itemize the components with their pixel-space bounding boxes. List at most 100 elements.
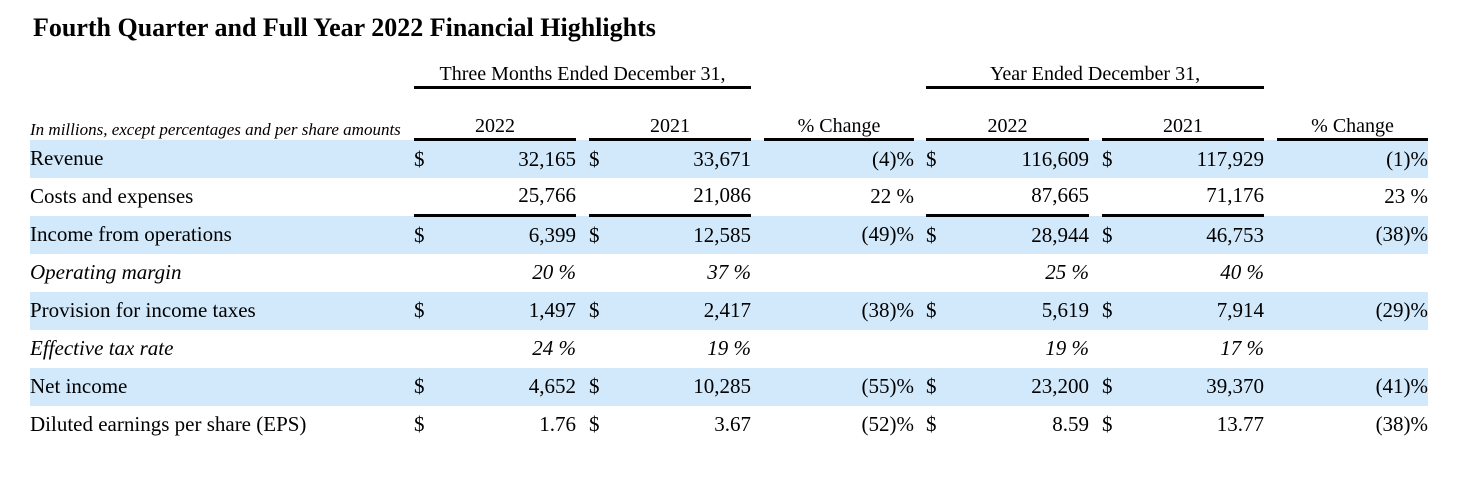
row-label: Diluted earnings per share (EPS) xyxy=(30,412,307,437)
spacer-cell xyxy=(751,54,764,88)
value-cell-q-2021: 12,585 xyxy=(693,222,751,247)
spacer-cell xyxy=(751,178,764,216)
value-cell-y-2021: 13.77 xyxy=(1216,412,1265,437)
currency-symbol: $ xyxy=(414,222,425,247)
spacer-cell xyxy=(1264,178,1277,216)
currency-symbol xyxy=(589,254,619,292)
pct-change-cell-q: (38)% xyxy=(861,298,914,323)
row-label: Provision for income taxes xyxy=(30,298,256,323)
currency-symbol xyxy=(926,330,956,368)
table-row: Income from operations $ 6,399 $ 12,585 … xyxy=(30,215,1429,254)
spacer-cell xyxy=(576,406,589,444)
spacer-cell xyxy=(1264,330,1277,368)
spacer-cell xyxy=(1264,88,1277,140)
spacer-cell xyxy=(1264,292,1277,330)
currency-symbol: $ xyxy=(1102,222,1113,247)
table-row: Revenue $ 32,165 $ 33,671 (4)% $ 116,609… xyxy=(30,139,1429,178)
pct-change-cell-q: (49)% xyxy=(861,222,914,247)
pct-change-cell-y: (38)% xyxy=(1375,412,1429,437)
spacer-cell xyxy=(1089,178,1102,216)
pct-change-cell-q: 22 % xyxy=(870,184,914,209)
col-header-q-2021: 2021 xyxy=(589,87,751,142)
row-label: Effective tax rate xyxy=(30,336,174,361)
value-cell-y-2022: 28,944 xyxy=(1031,222,1089,247)
spacer-cell xyxy=(764,54,914,88)
table-row: Effective tax rate 24 % 19 % 19 % 17 % xyxy=(30,330,1428,368)
spacer-cell xyxy=(576,330,589,368)
currency-symbol xyxy=(414,177,444,218)
currency-symbol xyxy=(1102,254,1132,292)
value-cell-q-2021: 33,671 xyxy=(693,146,751,171)
row-label: Revenue xyxy=(30,146,104,171)
value-cell-y-2022: 5,619 xyxy=(1041,298,1089,323)
pct-change-cell-y: 23 % xyxy=(1384,184,1429,209)
spacer-cell xyxy=(751,406,764,444)
group-header-row: Three Months Ended December 31, Year End… xyxy=(30,53,1428,90)
value-cell-y-2021: 39,370 xyxy=(1206,374,1265,399)
table-row: Operating margin 20 % 37 % 25 % 40 % xyxy=(30,254,1428,292)
spacer-cell xyxy=(1089,368,1102,406)
group-header-three-months: Three Months Ended December 31, xyxy=(414,53,751,90)
page-title: Fourth Quarter and Full Year 2022 Financ… xyxy=(33,13,656,42)
value-cell-q-2021: 21,086 xyxy=(619,177,751,218)
spacer-cell xyxy=(1264,254,1277,292)
currency-symbol xyxy=(1102,330,1132,368)
col-header-y-2022: 2022 xyxy=(926,87,1089,142)
value-cell-y-2022: 19 % xyxy=(1045,336,1089,361)
col-header-y-2021: 2021 xyxy=(1102,87,1265,142)
spacer-cell xyxy=(1089,140,1102,178)
spacer-cell xyxy=(576,178,589,216)
currency-symbol: $ xyxy=(926,412,937,437)
currency-symbol: $ xyxy=(926,146,937,171)
pct-change-cell-y: (1)% xyxy=(1386,146,1429,171)
value-cell-q-2021: 19 % xyxy=(707,336,751,361)
group-header-year-ended: Year Ended December 31, xyxy=(926,53,1265,90)
spacer-cell xyxy=(1264,368,1277,406)
spacer-cell xyxy=(576,88,589,140)
currency-symbol xyxy=(414,330,444,368)
spacer-cell xyxy=(1264,54,1277,88)
spacer-cell xyxy=(914,254,926,292)
spacer-cell xyxy=(576,216,589,254)
spacer-cell xyxy=(751,140,764,178)
value-cell-q-2022: 25,766 xyxy=(444,177,576,218)
currency-symbol: $ xyxy=(414,298,425,323)
pct-change-cell-q xyxy=(764,330,914,368)
spacer-cell xyxy=(1277,54,1428,88)
value-cell-q-2022: 20 % xyxy=(532,260,576,285)
value-cell-y-2021: 71,176 xyxy=(1132,177,1265,218)
units-note: In millions, except percentages and per … xyxy=(30,88,414,140)
spacer-cell xyxy=(1264,216,1277,254)
spacer-cell xyxy=(1089,292,1102,330)
value-cell-q-2021: 37 % xyxy=(707,260,751,285)
spacer-cell xyxy=(914,292,926,330)
value-cell-y-2022: 8.59 xyxy=(1052,412,1089,437)
value-cell-y-2022: 116,609 xyxy=(1021,146,1089,171)
pct-change-cell-y xyxy=(1277,254,1428,292)
pct-change-cell-y: (29)% xyxy=(1375,298,1429,323)
spacer-cell xyxy=(914,368,926,406)
financial-highlights-table: Three Months Ended December 31, Year End… xyxy=(30,53,1429,444)
value-cell-q-2021: 2,417 xyxy=(703,298,751,323)
currency-symbol: $ xyxy=(589,412,600,437)
value-cell-q-2022: 4,652 xyxy=(528,374,576,399)
spacer-cell xyxy=(576,140,589,178)
value-cell-y-2022: 25 % xyxy=(1045,260,1089,285)
value-cell-q-2021: 10,285 xyxy=(693,374,751,399)
spacer-cell xyxy=(30,54,414,88)
value-cell-y-2022: 23,200 xyxy=(1031,374,1089,399)
table-body: Revenue $ 32,165 $ 33,671 (4)% $ 116,609… xyxy=(30,139,1429,444)
spacer-cell xyxy=(1089,330,1102,368)
table-row: Net income $ 4,652 $ 10,285 (55)% $ 23,2… xyxy=(30,367,1429,406)
currency-symbol: $ xyxy=(1102,412,1113,437)
value-cell-y-2021: 40 % xyxy=(1220,260,1265,285)
spacer-cell xyxy=(1089,216,1102,254)
col-header-y-pct-change: % Change xyxy=(1277,87,1429,142)
currency-symbol: $ xyxy=(589,374,600,399)
currency-symbol xyxy=(414,254,444,292)
value-cell-q-2021: 3.67 xyxy=(714,412,751,437)
pct-change-cell-q: (52)% xyxy=(861,412,914,437)
pct-change-cell-q: (4)% xyxy=(872,146,914,171)
spacer-cell xyxy=(1089,254,1102,292)
col-header-q-pct-change: % Change xyxy=(764,87,914,142)
